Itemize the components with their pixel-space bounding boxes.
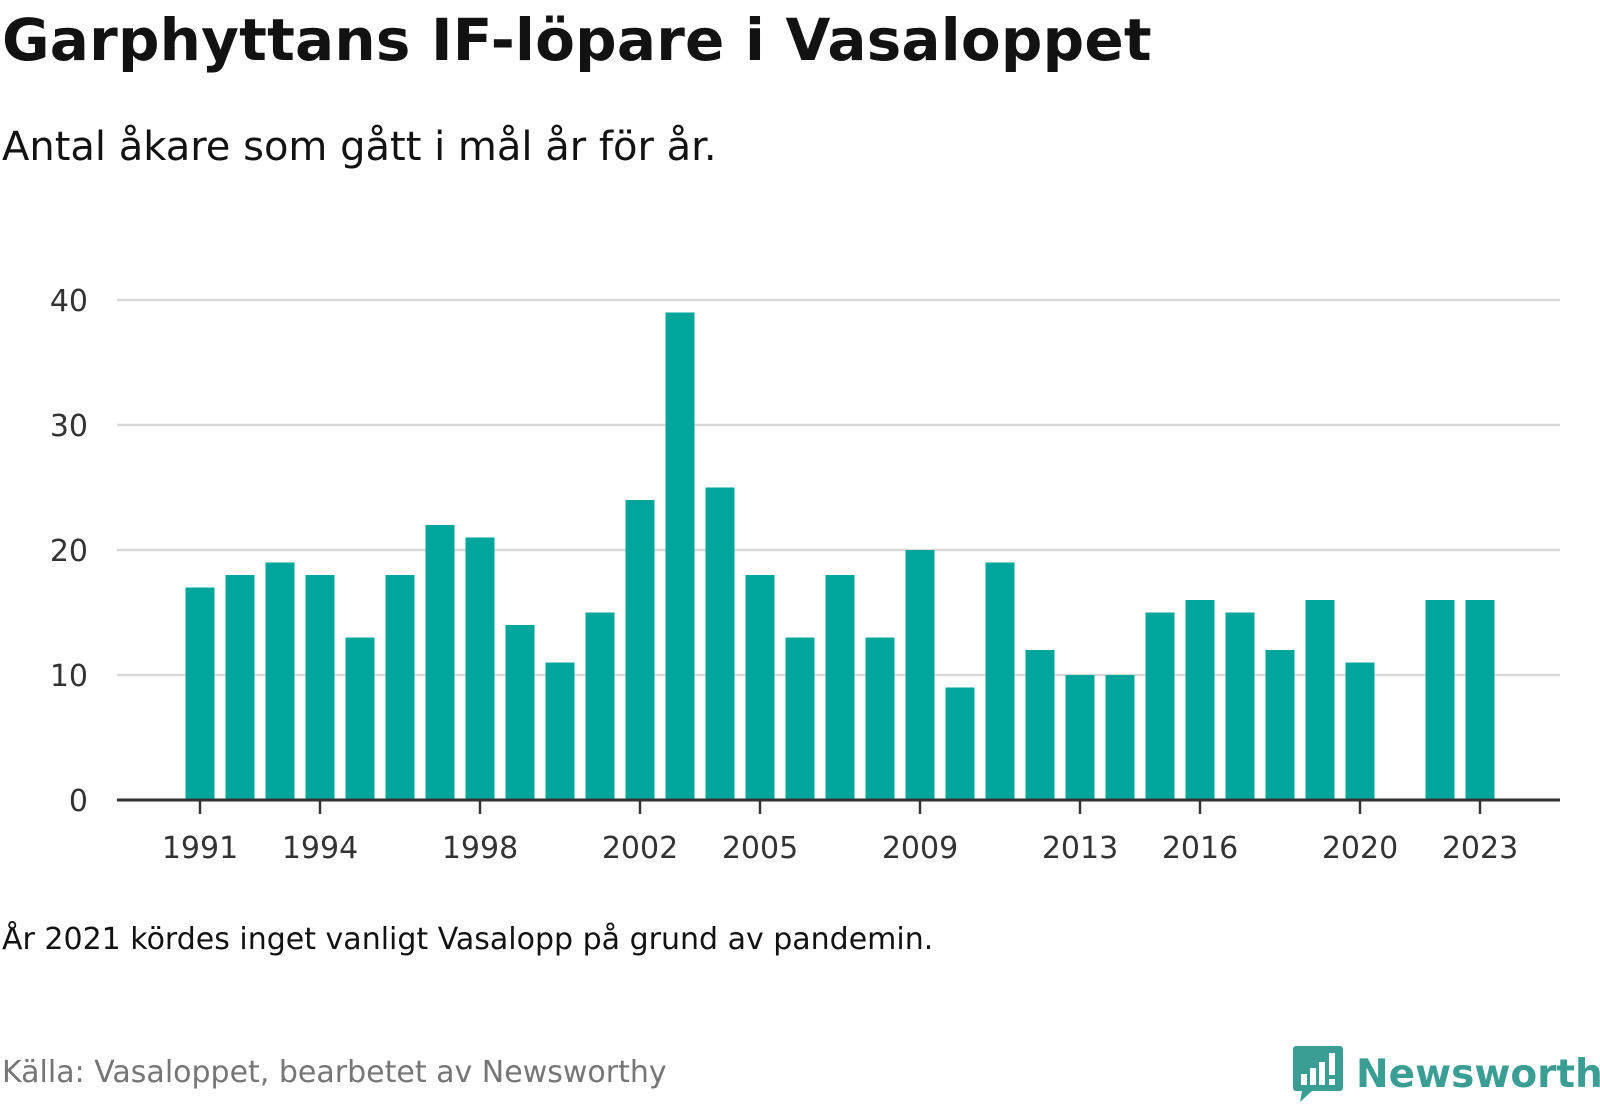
bar-1993 bbox=[265, 562, 295, 800]
x-tick-label: 2016 bbox=[1162, 831, 1238, 866]
bar-2001 bbox=[585, 612, 615, 800]
chart-subtitle: Antal åkare som gått i mål år för år. bbox=[2, 124, 717, 170]
bar-1991 bbox=[185, 587, 215, 800]
y-tick-label: 10 bbox=[50, 659, 88, 694]
bar-chart: 0 10 20 30 40 1991 1994 1998 2002 2005 2009 2013 20… bbox=[50, 284, 1560, 866]
bar-2014 bbox=[1105, 675, 1135, 800]
bar-2013 bbox=[1065, 675, 1095, 800]
y-axis-ticks: 0 10 20 30 40 bbox=[50, 284, 88, 819]
chart-note: År 2021 kördes inget vanligt Vasalopp på… bbox=[2, 922, 934, 957]
x-tick-label: 2005 bbox=[722, 831, 798, 866]
chart-title: Garphyttans IF-löpare i Vasaloppet bbox=[2, 6, 1152, 74]
x-tick-label: 1998 bbox=[442, 831, 518, 866]
x-tick-label: 2009 bbox=[882, 831, 958, 866]
bars bbox=[185, 312, 1495, 800]
bar-2010 bbox=[945, 687, 975, 800]
x-tick-label: 1991 bbox=[162, 831, 238, 866]
x-tick-label: 2002 bbox=[602, 831, 678, 866]
y-tick-label: 30 bbox=[50, 409, 88, 444]
bar-2011 bbox=[985, 562, 1015, 800]
x-tick-label: 2020 bbox=[1322, 831, 1398, 866]
bar-1998 bbox=[465, 537, 495, 800]
bar-2006 bbox=[785, 637, 815, 800]
bar-2020 bbox=[1345, 662, 1375, 800]
bar-1996 bbox=[385, 575, 415, 800]
bar-1994 bbox=[305, 575, 335, 800]
newsworthy-logo[interactable]: Newsworthy bbox=[1292, 1044, 1600, 1104]
y-tick-label: 0 bbox=[69, 784, 88, 819]
bar-2008 bbox=[865, 637, 895, 800]
bar-2023 bbox=[1465, 600, 1495, 800]
bar-2018 bbox=[1265, 650, 1295, 800]
y-tick-label: 20 bbox=[50, 534, 88, 569]
bar-2000 bbox=[545, 662, 575, 800]
bar-1999 bbox=[505, 625, 535, 800]
bar-2016 bbox=[1185, 600, 1215, 800]
x-tick-label: 2013 bbox=[1042, 831, 1118, 866]
bar-2007 bbox=[825, 575, 855, 800]
bar-2015 bbox=[1145, 612, 1175, 800]
bar-2022 bbox=[1425, 600, 1455, 800]
bar-2003 bbox=[665, 312, 695, 800]
bar-2002 bbox=[625, 500, 655, 800]
bar-2005 bbox=[745, 575, 775, 800]
bar-1995 bbox=[345, 637, 375, 800]
y-tick-label: 40 bbox=[50, 284, 88, 319]
bar-2017 bbox=[1225, 612, 1255, 800]
bar-1997 bbox=[425, 525, 455, 800]
bar-2012 bbox=[1025, 650, 1055, 800]
newsworthy-chat-chart-icon bbox=[1293, 1046, 1343, 1102]
x-axis-ticks: 1991 1994 1998 2002 2005 2009 2013 2016 2020 2023 bbox=[162, 800, 1518, 866]
bar-2019 bbox=[1305, 600, 1335, 800]
bar-2004 bbox=[705, 487, 735, 800]
x-tick-label: 1994 bbox=[282, 831, 358, 866]
source-text: Källa: Vasaloppet, bearbetet av Newswort… bbox=[2, 1055, 667, 1090]
bar-2009 bbox=[905, 550, 935, 800]
brand-name: Newsworthy bbox=[1356, 1051, 1600, 1097]
bar-1992 bbox=[225, 575, 255, 800]
x-tick-label: 2023 bbox=[1442, 831, 1518, 866]
